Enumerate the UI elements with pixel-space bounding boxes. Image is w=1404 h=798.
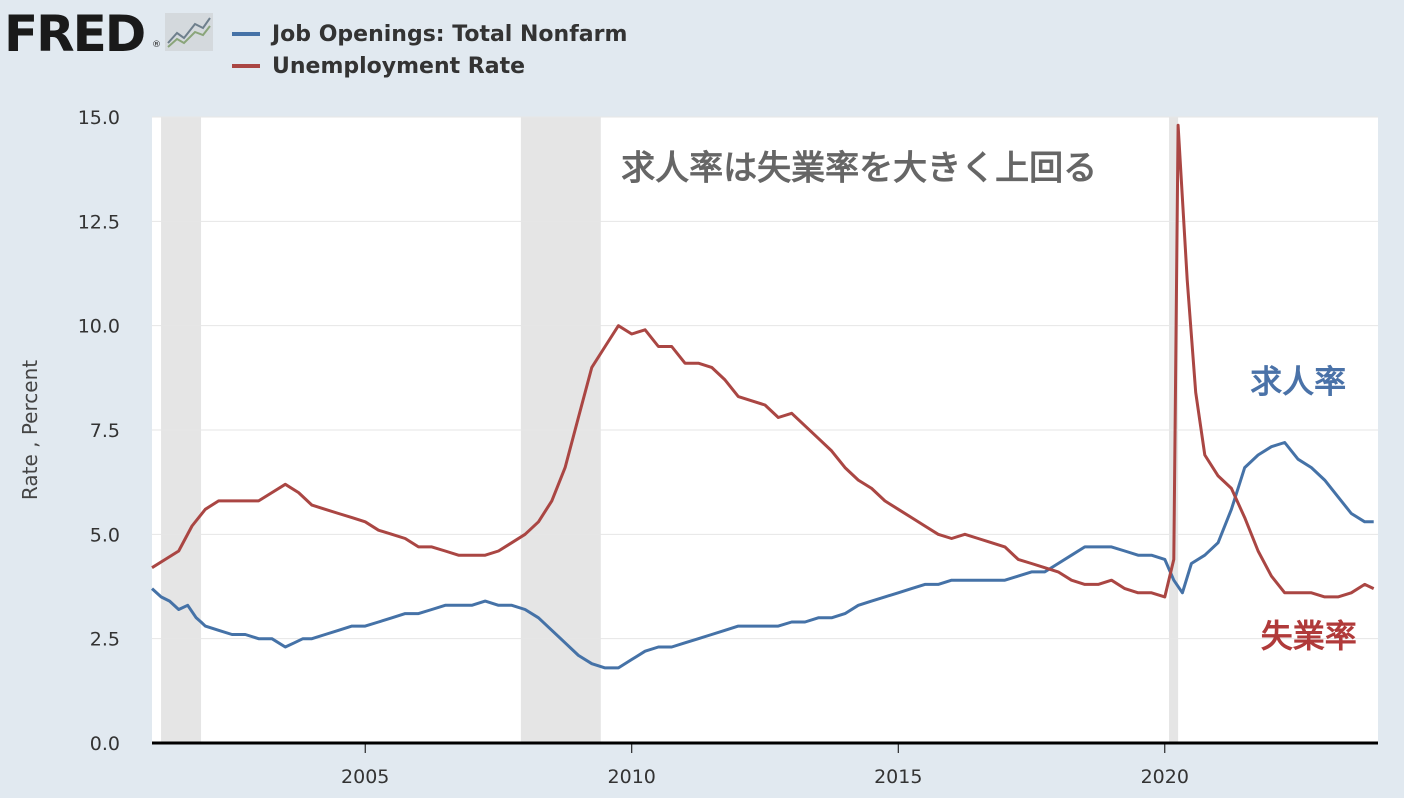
registered-mark: ® [152,40,161,50]
y-axis-title: Rate , Percent [18,360,42,500]
y-tick-label: 2.5 [90,629,120,651]
legend-item-unemployment-rate[interactable]: Unemployment Rate [232,50,627,82]
trend-chart-icon [165,13,213,51]
y-tick-label: 12.5 [78,211,120,233]
annotation-1: 求人率 [1250,362,1346,400]
legend-label-unemployment-rate: Unemployment Rate [272,53,526,79]
x-axis-ticks: 2005 2010 2015 2020 [341,743,1189,788]
series-line-job-openings-total-nonfarm [150,441,1374,670]
y-tick-label: 0.0 [90,733,120,755]
series-lines [150,123,1375,670]
y-tick-label: 15.0 [78,107,120,129]
legend-swatch-job-openings [232,32,260,36]
x-tick-label: 2005 [341,766,389,788]
y-axis-ticks: 0.0 2.5 5.0 7.5 10.0 12.5 15.0 [78,107,120,755]
fred-logo[interactable]: FRED [4,5,146,63]
x-tick-label: 2015 [874,766,922,788]
legend-swatch-unemployment-rate [232,64,260,68]
y-tick-label: 5.0 [90,524,120,546]
legend-item-job-openings[interactable]: Job Openings: Total Nonfarm [232,18,627,50]
annotation-0: 求人率は失業率を大きく上回る [621,149,1097,189]
y-tick-label: 7.5 [90,420,120,442]
chart-header: FRED ® Job Openings: Total Nonfarm Unemp… [0,0,1404,100]
x-tick-label: 2010 [608,766,656,788]
series-line-unemployment-rate [151,123,1375,599]
legend-label-job-openings: Job Openings: Total Nonfarm [272,21,628,47]
y-tick-label: 10.0 [78,316,120,338]
annotation-2: 失業率 [1261,617,1357,655]
legend: Job Openings: Total Nonfarm Unemployment… [232,18,627,82]
x-tick-label: 2020 [1141,766,1189,788]
